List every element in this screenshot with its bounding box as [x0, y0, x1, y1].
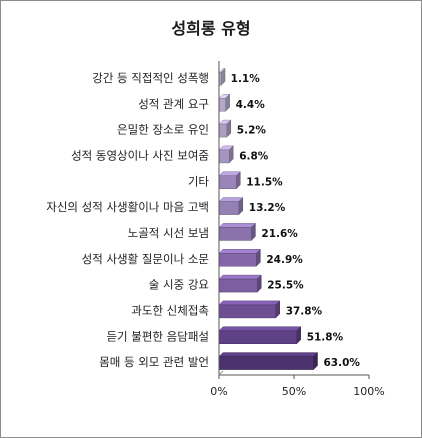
x-axis-depth — [218, 370, 224, 376]
value-label: 5.2% — [237, 125, 267, 137]
category-label: 성적 동영상이나 사진 보여줌 — [71, 148, 209, 162]
bar-top-face — [218, 223, 257, 228]
bar — [218, 222, 257, 242]
bar — [218, 145, 234, 164]
value-label: 51.8% — [307, 331, 344, 343]
value-label: 4.4% — [236, 99, 266, 111]
bar-front-face — [218, 123, 228, 138]
category-label: 강간 등 직접적인 성폭행 — [92, 71, 209, 85]
category-label: 은밀한 장소로 유인 — [117, 123, 209, 137]
value-label: 25.5% — [267, 280, 304, 292]
bar-front-face — [218, 98, 226, 112]
bar-front-face — [218, 330, 297, 344]
value-label: 6.8% — [239, 150, 269, 162]
bar-front-face — [218, 304, 276, 319]
bar-top-face — [218, 249, 261, 254]
category-label: 술 시중 강요 — [149, 278, 209, 292]
bar-front-face — [218, 356, 314, 370]
bar-top-face — [218, 300, 281, 306]
bar-front-face — [218, 278, 258, 293]
bar-front-face — [218, 227, 252, 241]
bar — [218, 300, 281, 319]
bar-top-face — [218, 274, 262, 280]
x-tick-label: 50% — [282, 385, 306, 398]
bar-top-face — [218, 326, 302, 331]
bar-front-face — [218, 175, 237, 189]
chart-title: 성희롱 유형 — [171, 19, 251, 38]
bar-front-face — [218, 201, 240, 215]
bar — [218, 119, 232, 138]
bar — [218, 93, 231, 112]
category-label: 노골적 시선 보냄 — [128, 226, 209, 240]
category-label: 성적 관계 요구 — [138, 97, 209, 111]
x-tick-label: 100% — [353, 385, 384, 398]
category-label: 성적 사생활 질문이나 소문 — [82, 252, 209, 266]
bar — [218, 326, 302, 345]
bar — [218, 274, 262, 293]
bar — [218, 67, 226, 87]
category-label: 과도한 신체접촉 — [131, 303, 209, 317]
bar — [218, 171, 241, 190]
category-label: 듣기 불편한 음담패설 — [106, 329, 209, 343]
bar-front-face — [218, 149, 230, 164]
category-label: 몸매 등 외모 관련 발언 — [99, 355, 209, 369]
value-label: 63.0% — [324, 357, 361, 369]
category-label: 기타 — [188, 174, 210, 188]
value-label: 37.8% — [286, 305, 323, 317]
x-tick-label: 0% — [210, 385, 227, 398]
value-label: 11.5% — [246, 176, 283, 188]
category-label: 자신의 성적 사생활이나 마음 고백 — [46, 200, 209, 214]
bar — [218, 248, 261, 267]
value-label: 1.1% — [231, 73, 261, 85]
bar — [218, 196, 244, 216]
value-label: 24.9% — [266, 254, 303, 266]
bar-front-face — [218, 253, 257, 267]
bar-top-face — [218, 352, 319, 357]
value-label: 13.2% — [249, 202, 286, 214]
value-label: 21.6% — [261, 228, 298, 240]
bar — [218, 351, 319, 371]
